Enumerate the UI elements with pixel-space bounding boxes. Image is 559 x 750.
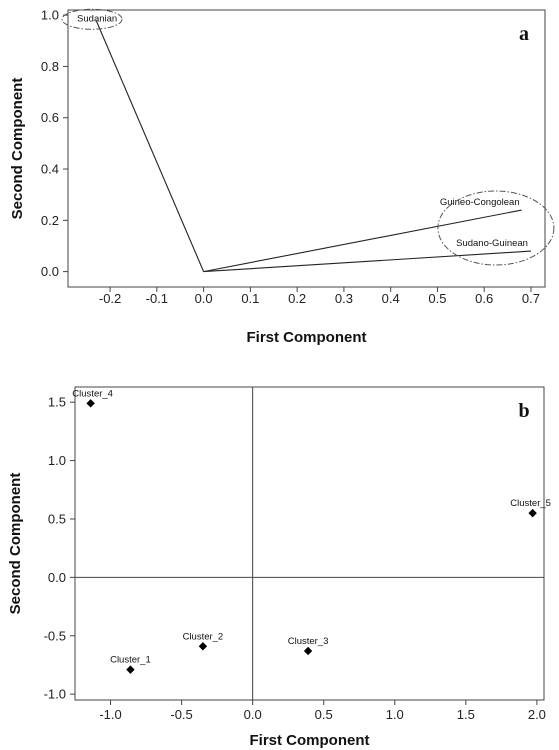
plot-frame bbox=[74, 386, 545, 701]
plot-frame bbox=[67, 9, 546, 288]
data-point-diamond bbox=[126, 665, 135, 674]
x-tick-label: -0.1 bbox=[146, 291, 168, 306]
highlight-ellipse bbox=[61, 8, 123, 30]
data-point-diamond bbox=[528, 508, 537, 518]
highlight-ellipse bbox=[437, 190, 555, 266]
point-label: Cluster_2 bbox=[183, 631, 224, 642]
point-label: Cluster_3 bbox=[288, 636, 329, 647]
y-tick-label: 1.5 bbox=[48, 395, 66, 410]
data-point-diamond bbox=[198, 642, 208, 651]
data-point-diamond bbox=[86, 399, 95, 408]
x-axis-title: First Component bbox=[247, 329, 367, 346]
x-tick-label: 1.0 bbox=[386, 707, 404, 722]
x-tick-label: 0.1 bbox=[241, 291, 259, 306]
data-point-diamond bbox=[303, 646, 313, 656]
y-axis-title: Second Component bbox=[7, 473, 24, 615]
panel-letter: b bbox=[518, 400, 529, 422]
vector-label: Sudanian bbox=[77, 13, 117, 24]
x-tick-label: 0.3 bbox=[335, 291, 353, 306]
x-tick-label: 0.4 bbox=[382, 291, 400, 306]
x-tick-label: -1.0 bbox=[99, 707, 121, 722]
vector-label: Guineo-Congolean bbox=[440, 197, 520, 208]
x-tick-label: 0.5 bbox=[315, 707, 333, 722]
y-tick-label: -1.0 bbox=[44, 687, 66, 702]
y-tick-label: 0.0 bbox=[48, 570, 66, 585]
x-tick-label: 2.0 bbox=[528, 707, 546, 722]
x-tick-label: 0.0 bbox=[244, 707, 262, 722]
y-tick-label: 0.8 bbox=[41, 59, 59, 74]
x-tick-label: -0.2 bbox=[99, 291, 121, 306]
y-axis-title: Second Component bbox=[9, 78, 26, 220]
x-tick-label: 0.2 bbox=[288, 291, 306, 306]
loading-vector bbox=[203, 209, 522, 273]
x-tick-label: 0.6 bbox=[475, 291, 493, 306]
y-tick-label: 0.0 bbox=[41, 264, 59, 279]
x-tick-label: 0.5 bbox=[428, 291, 446, 306]
point-label: Cluster_1 bbox=[110, 655, 151, 666]
y-tick-label: 1.0 bbox=[48, 453, 66, 468]
panel-letter: a bbox=[519, 23, 529, 45]
y-tick-label: -0.5 bbox=[44, 628, 66, 643]
panel-b-chart: -1.0 -0.5 0.0 0.5 1.0 1.5 2.0 -1.0 -0.5 0.0 0.5 1.0… bbox=[7, 386, 551, 749]
x-tick-label: 0.7 bbox=[522, 291, 540, 306]
y-tick-label: 0.4 bbox=[41, 162, 59, 177]
loading-vector bbox=[95, 20, 205, 272]
loading-vector bbox=[203, 250, 532, 273]
y-tick-label: 0.6 bbox=[41, 110, 59, 125]
y-tick-label: 1.0 bbox=[41, 8, 59, 23]
y-tick-label: 0.5 bbox=[48, 511, 66, 526]
x-tick-label: 0.0 bbox=[195, 291, 213, 306]
x-tick-label: 1.5 bbox=[457, 707, 475, 722]
point-label: Cluster_5 bbox=[510, 498, 551, 509]
point-label: Cluster_4 bbox=[72, 388, 113, 399]
y-tick-label: 0.2 bbox=[41, 213, 59, 228]
x-axis-title: First Component bbox=[250, 732, 370, 749]
x-tick-label: -0.5 bbox=[170, 707, 192, 722]
panel-a-chart: -0.2 -0.1 0.0 0.1 0.2 0.3 0.4 0.5 0.6 0.7 0.0 0.2 0.… bbox=[9, 8, 555, 346]
vector-label: Sudano-Guinean bbox=[456, 238, 528, 249]
